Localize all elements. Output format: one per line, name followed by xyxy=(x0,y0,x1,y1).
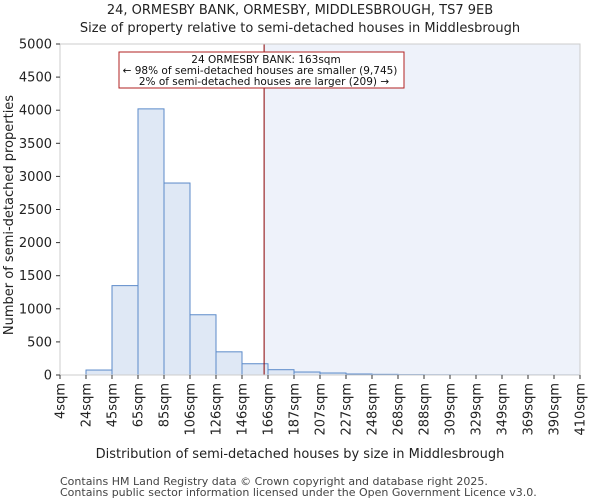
x-tick-label: 24sqm xyxy=(80,383,95,427)
x-tick-label: 85sqm xyxy=(158,383,173,427)
y-tick-label: 3500 xyxy=(19,137,52,152)
x-tick-label: 65sqm xyxy=(132,383,147,427)
y-tick-label: 4500 xyxy=(19,71,52,86)
bar-166sqm xyxy=(267,369,295,376)
y-tick-label: 1500 xyxy=(19,269,52,284)
x-tick-label: 248sqm xyxy=(366,383,381,436)
annotation-line1: 24 ORMESBY BANK: 163sqm xyxy=(191,54,340,66)
bar-106sqm xyxy=(189,314,217,376)
y-axis-label: Number of semi-detached properties xyxy=(2,95,17,335)
x-tick-label: 309sqm xyxy=(444,383,459,436)
footer-line1: Contains HM Land Registry data © Crown c… xyxy=(60,475,488,488)
bar-24sqm xyxy=(85,369,113,376)
y-tick-label: 1000 xyxy=(19,302,52,317)
bar-45sqm xyxy=(111,285,139,376)
x-tick-label: 126sqm xyxy=(210,383,225,436)
larger-region-highlight xyxy=(264,44,580,375)
y-tick-label: 0 xyxy=(44,369,52,384)
y-tick-label: 3000 xyxy=(19,170,52,185)
x-tick-label: 329sqm xyxy=(470,383,485,436)
y-tick-label: 2500 xyxy=(19,203,52,218)
x-axis-label: Distribution of semi-detached houses by … xyxy=(96,447,505,462)
bar-65sqm xyxy=(137,108,165,376)
y-tick-label: 2000 xyxy=(19,236,52,251)
bars-group xyxy=(85,108,581,376)
x-tick-label: 349sqm xyxy=(496,383,511,436)
x-tick-label: 288sqm xyxy=(418,383,433,436)
x-tick-label: 106sqm xyxy=(184,383,199,436)
y-tick-label: 5000 xyxy=(19,38,52,53)
x-tick-label: 227sqm xyxy=(340,383,355,436)
y-tick-label: 4000 xyxy=(19,104,52,119)
y-ticks-group: 0 500 1000 1500 2000 2500 3000 3500 4000 4500 5000 xyxy=(19,38,60,384)
x-tick-label: 268sqm xyxy=(392,383,407,436)
footer-line2: Contains public sector information licen… xyxy=(60,486,537,499)
x-ticks-group: 4sqm 24sqm 45sqm 65sqm 85sqm 106sqm 126sqm 146s… xyxy=(54,375,589,436)
y-tick-label: 500 xyxy=(27,335,52,350)
x-tick-label: 187sqm xyxy=(288,383,303,436)
x-tick-label: 146sqm xyxy=(236,383,251,436)
bar-126sqm xyxy=(215,351,243,376)
chart-title: 24, ORMESBY BANK, ORMESBY, MIDDLESBROUGH… xyxy=(107,3,493,18)
x-tick-label: 4sqm xyxy=(54,383,69,419)
x-tick-label: 166sqm xyxy=(262,383,277,436)
annotation-line2: ← 98% of semi-detached houses are smalle… xyxy=(123,65,398,77)
x-tick-label: 207sqm xyxy=(314,383,329,436)
bar-85sqm xyxy=(163,182,191,376)
x-tick-label: 410sqm xyxy=(574,383,589,436)
annotation-line3: 2% of semi-detached houses are larger (2… xyxy=(139,76,390,88)
x-tick-label: 369sqm xyxy=(522,383,537,436)
annotation-box xyxy=(118,51,405,89)
chart-subtitle: Size of property relative to semi-detach… xyxy=(80,21,520,36)
x-tick-label: 390sqm xyxy=(548,383,563,436)
x-tick-label: 45sqm xyxy=(106,383,121,427)
